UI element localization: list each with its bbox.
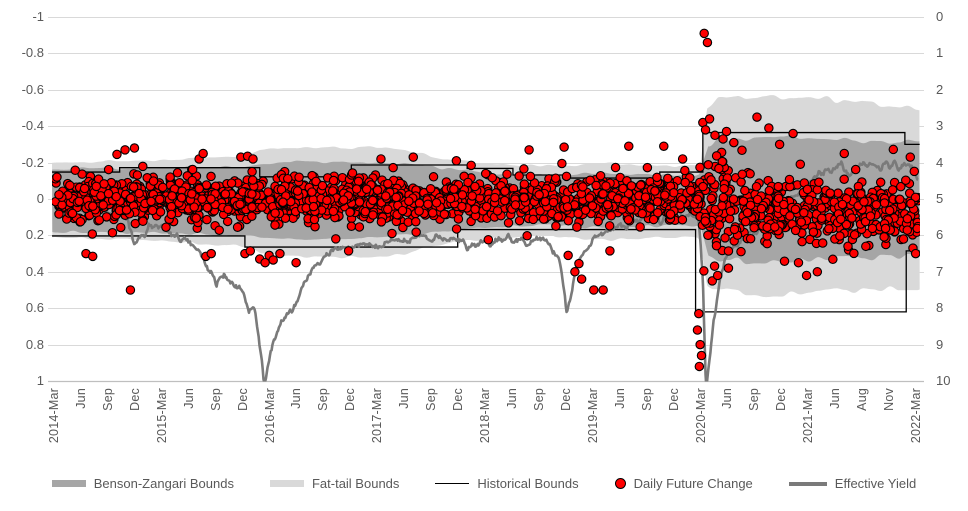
legend-label: Historical Bounds: [477, 476, 579, 491]
y-axis-left-tick-label: -0.4: [21, 118, 44, 134]
legend-label: Daily Future Change: [633, 476, 753, 491]
x-axis-tick-label: 2016-Mar: [262, 388, 277, 444]
x-axis-tick-label: 2021-Mar: [801, 388, 816, 444]
y-axis-right-tick-label: 10: [936, 373, 951, 388]
legend-label: Benson-Zangari Bounds: [93, 476, 234, 491]
y-axis-left-tick-label: 0.4: [25, 263, 44, 279]
x-axis-tick-label: Sep: [639, 388, 654, 411]
y-axis-left-tick-label: 0.8: [25, 336, 44, 352]
x-axis-tick-label: Dec: [343, 388, 358, 411]
y-axis-left-tick-label: -0.2: [21, 154, 44, 170]
y-axis-left-tick-label: -0.6: [21, 81, 44, 97]
x-axis-tick-label: 2017-Mar: [370, 388, 385, 444]
y-axis-right-tick-label: 4: [936, 154, 944, 170]
legend-item-benson-zangari-bounds: Benson-Zangari Bounds: [51, 476, 234, 491]
x-axis-tick-label: Nov: [882, 388, 897, 411]
legend-label: Effective Yield: [834, 476, 917, 491]
x-axis-tick-label: 2022-Mar: [909, 388, 923, 444]
legend-item-fat-tail-bounds: Fat-tail Bounds: [269, 476, 400, 491]
x-axis-tick-label: Sep: [531, 388, 546, 411]
legend-item-historical-bounds: Historical Bounds: [435, 476, 579, 491]
x-axis-tick-label: Jun: [397, 388, 412, 409]
y-axis-right-tick-label: 9: [936, 336, 944, 352]
y-axis-left-tick-label: -1: [32, 9, 44, 24]
x-axis-tick-label: Dec: [558, 388, 573, 411]
x-axis-tick-label: Jun: [720, 388, 735, 409]
y-axis-left-tick-label: -0.8: [21, 45, 44, 61]
x-axis-tick-label: 2018-Mar: [478, 388, 492, 444]
x-axis-tick-label: Sep: [424, 388, 439, 411]
x-axis-tick-label: 2019-Mar: [585, 388, 600, 444]
y-axis-left-tick-label: 0.6: [25, 300, 44, 316]
x-axis-tick-label: Jun: [612, 388, 627, 409]
x-axis-tick-label: Sep: [316, 388, 331, 411]
x-axis-tick-label: Dec: [235, 388, 250, 411]
legend-label: Fat-tail Bounds: [311, 476, 400, 491]
legend: Benson-Zangari Bounds Fat-tail Bounds Hist…: [0, 476, 968, 491]
x-axis-tick-label: Sep: [747, 388, 762, 411]
effective-yield-swatch-icon: [788, 481, 827, 486]
y-axis-right-tick-label: 6: [936, 227, 944, 243]
y-axis-right-tick-label: 0: [936, 9, 944, 24]
y-axis-right-tick-label: 5: [936, 191, 944, 206]
x-axis-tick-label: 2020-Mar: [693, 388, 708, 444]
x-axis-tick-label: Sep: [100, 388, 115, 411]
x-axis-tick-label: Dec: [127, 388, 142, 411]
benson-zangari-bounds-swatch-icon: [51, 480, 86, 487]
x-axis-tick-label: Jun: [504, 388, 519, 409]
y-axis-left-tick-label: 1: [36, 373, 44, 388]
y-axis-right-tick-label: 3: [936, 118, 944, 134]
x-axis-tick-label: Jun: [828, 388, 843, 409]
legend-item-effective-yield: Effective Yield: [788, 476, 917, 491]
x-axis-tick-label: Aug: [855, 388, 870, 411]
historical-bounds-swatch-icon: [435, 483, 470, 484]
x-axis-tick-label: Jun: [289, 388, 304, 409]
x-axis-tick-label: Dec: [774, 388, 789, 411]
fat-tail-bounds-swatch-icon: [269, 480, 304, 487]
x-axis-tick-label: Sep: [208, 388, 223, 411]
x-axis-tick-label: Dec: [451, 388, 466, 411]
y-axis-right-tick-label: 7: [936, 263, 944, 279]
x-axis-tick-label: 2015-Mar: [154, 388, 169, 444]
y-axis-left-tick-label: 0.2: [25, 227, 44, 243]
x-axis-tick-label: Dec: [666, 388, 681, 411]
x-axis-tick-label: 2014-Mar: [47, 388, 61, 444]
y-axis-left-tick-label: 0: [36, 191, 44, 206]
y-axis-right-tick-label: 1: [936, 45, 944, 61]
daily-future-change-swatch-icon: [614, 478, 626, 489]
y-axis-right-tick-label: 2: [936, 81, 944, 97]
y-axis-right-tick-label: 8: [936, 300, 944, 316]
x-axis-tick-label: Jun: [181, 388, 196, 409]
legend-item-daily-future-change: Daily Future Change: [614, 476, 753, 491]
x-axis-tick-label: Jun: [73, 388, 88, 409]
